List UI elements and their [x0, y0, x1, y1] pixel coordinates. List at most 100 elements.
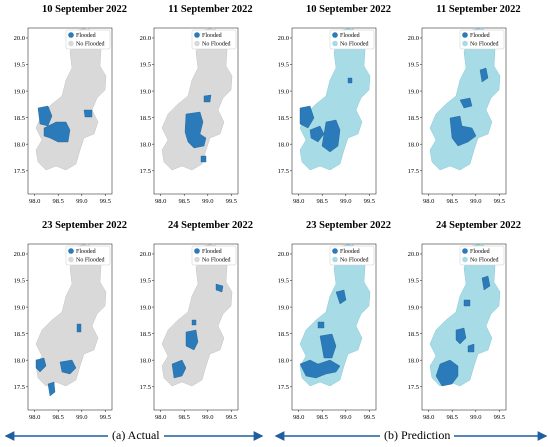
legend-swatch-no-flooded [462, 40, 468, 47]
map-panel-actual-10-sep: 10 September 2022 20.0 19.5 19.0 18.5 18.0 17… [14, 4, 147, 214]
flooded-area [317, 321, 325, 329]
map-panel-actual-23-sep: 23 September 2022 20.0 19.5 19.0 18.5 18.0 17… [14, 220, 147, 430]
flooded-area [435, 359, 459, 387]
map-plot: 20.0 19.5 19.0 18.5 18.0 17.5 98.0 98.5 99.0 99.5… [140, 243, 239, 421]
legend-box [459, 29, 505, 50]
x-tick-label: 98.5 [447, 414, 458, 421]
y-tick-label: 18.5 [14, 331, 25, 338]
legend-swatch-no-flooded [68, 40, 74, 47]
legend-label-flooded: Flooded [76, 249, 96, 255]
y-tick-label: 18.0 [14, 141, 25, 148]
x-tick-label: 98.5 [317, 198, 328, 205]
y-tick-label: 19.5 [278, 278, 289, 285]
y-tick-label: 18.0 [14, 357, 25, 364]
legend: Flooded No Flooded [191, 245, 237, 266]
x-tick-label: 99.0 [202, 414, 213, 421]
legend: Flooded No Flooded [65, 29, 111, 50]
x-tick-label: 98.5 [179, 414, 190, 421]
x-tick-label: 98.5 [179, 198, 190, 205]
flooded-area [185, 329, 199, 351]
y-tick-label: 19.5 [14, 62, 25, 69]
y-tick-label: 20.0 [14, 251, 25, 258]
x-tick-label: 99.5 [226, 414, 237, 421]
y-tick-label: 18.5 [140, 115, 151, 122]
x-tick-label: 98.0 [29, 198, 40, 205]
map-plot: 20.0 19.5 19.0 18.5 18.0 17.5 98.0 98.5 99.0 99.5… [278, 243, 377, 421]
axes-frame [153, 243, 239, 411]
x-tick-label: 98.0 [293, 414, 304, 421]
x-tick-label: 99.5 [100, 414, 111, 421]
legend-label-no-flooded: No Flooded [470, 42, 499, 48]
panel-title: 24 September 2022 [436, 220, 521, 231]
legend-swatch-flooded [68, 248, 74, 254]
y-tick-label: 17.5 [278, 168, 289, 175]
flooded-area [463, 299, 471, 307]
map-plot: 20.0 19.5 19.0 18.5 18.0 17.5 98.0 98.5 99.0 99.5… [408, 27, 507, 205]
flooded-area [299, 359, 341, 379]
legend-swatch-flooded [332, 32, 338, 38]
map-plot: 20.0 19.5 19.0 18.5 18.0 17.5 98.0 98.5 99.0 99.5… [14, 243, 113, 421]
legend: Flooded No Flooded [459, 29, 505, 50]
no-flooded-region [299, 27, 371, 171]
y-tick-label: 17.5 [408, 168, 419, 175]
legend-label-flooded: Flooded [202, 249, 222, 255]
panel-title: 23 September 2022 [42, 220, 127, 231]
legend-label-flooded: Flooded [202, 33, 222, 39]
legend-label-no-flooded: No Flooded [76, 258, 105, 264]
y-tick-label: 18.5 [408, 331, 419, 338]
x-tick-label: 98.0 [155, 198, 166, 205]
legend: Flooded No Flooded [65, 245, 111, 266]
x-tick-label: 98.5 [53, 198, 64, 205]
legend-swatch-no-flooded [194, 40, 200, 47]
y-tick-label: 17.5 [408, 384, 419, 391]
x-tick-label: 98.0 [293, 198, 304, 205]
legend-box [191, 245, 237, 266]
legend-label-flooded: Flooded [470, 249, 490, 255]
flooded-area [481, 275, 491, 291]
flooded-area [171, 359, 187, 379]
y-tick-label: 20.0 [140, 251, 151, 258]
flooded-area [43, 121, 71, 143]
map-plot: 20.0 19.5 19.0 18.5 18.0 17.5 98.0 98.5 99.0 99.5… [140, 27, 239, 205]
x-tick-label: 99.0 [470, 414, 481, 421]
map-panel-actual-11-sep: 11 September 2022 20.0 19.5 19.0 18.5 18.0 17… [140, 4, 273, 214]
y-tick-label: 18.0 [140, 357, 151, 364]
legend-label-flooded: Flooded [340, 33, 360, 39]
axes-frame [27, 27, 113, 195]
caption-prediction: (b) Prediction [380, 428, 455, 443]
flooded-area [59, 359, 77, 375]
y-tick-label: 18.0 [408, 141, 419, 148]
panel-title: 24 September 2022 [168, 220, 253, 231]
legend-label-no-flooded: No Flooded [76, 42, 105, 48]
flooded-area [321, 119, 341, 153]
map-plot: 20.0 19.5 19.0 18.5 18.0 17.5 98.0 98.5 99.0 99.5… [14, 27, 113, 205]
y-tick-label: 19.0 [278, 88, 289, 95]
y-tick-label: 18.5 [278, 115, 289, 122]
map-panel-prediction-10-sep: 10 September 2022 20.0 19.5 19.0 18.5 18.0 17… [278, 4, 411, 214]
axes-frame [291, 27, 377, 195]
legend-box [65, 245, 111, 266]
y-tick-label: 19.0 [14, 88, 25, 95]
flooded-area [449, 115, 477, 147]
map-panel-prediction-11-sep: 11 September 2022 20.0 19.5 19.0 18.5 18.0 17… [408, 4, 541, 214]
y-tick-label: 19.5 [140, 278, 151, 285]
no-flooded-region [299, 243, 371, 387]
y-tick-label: 18.0 [140, 141, 151, 148]
flooded-area [215, 283, 224, 293]
map-plot: 20.0 19.5 19.0 18.5 18.0 17.5 98.0 98.5 99.0 99.5… [408, 243, 507, 421]
flooded-area [83, 109, 93, 118]
y-tick-label: 19.0 [408, 88, 419, 95]
legend: Flooded No Flooded [329, 29, 375, 50]
legend-box [459, 245, 505, 266]
flooded-area [455, 327, 467, 345]
flooded-area [335, 289, 347, 305]
flooded-area [76, 323, 82, 333]
legend-box [191, 29, 237, 50]
legend: Flooded No Flooded [191, 29, 237, 50]
legend: Flooded No Flooded [329, 245, 375, 266]
legend-label-no-flooded: No Flooded [470, 258, 499, 264]
flooded-area [309, 125, 325, 143]
y-tick-label: 17.5 [278, 384, 289, 391]
x-tick-label: 98.0 [423, 414, 434, 421]
x-tick-label: 99.0 [76, 198, 87, 205]
